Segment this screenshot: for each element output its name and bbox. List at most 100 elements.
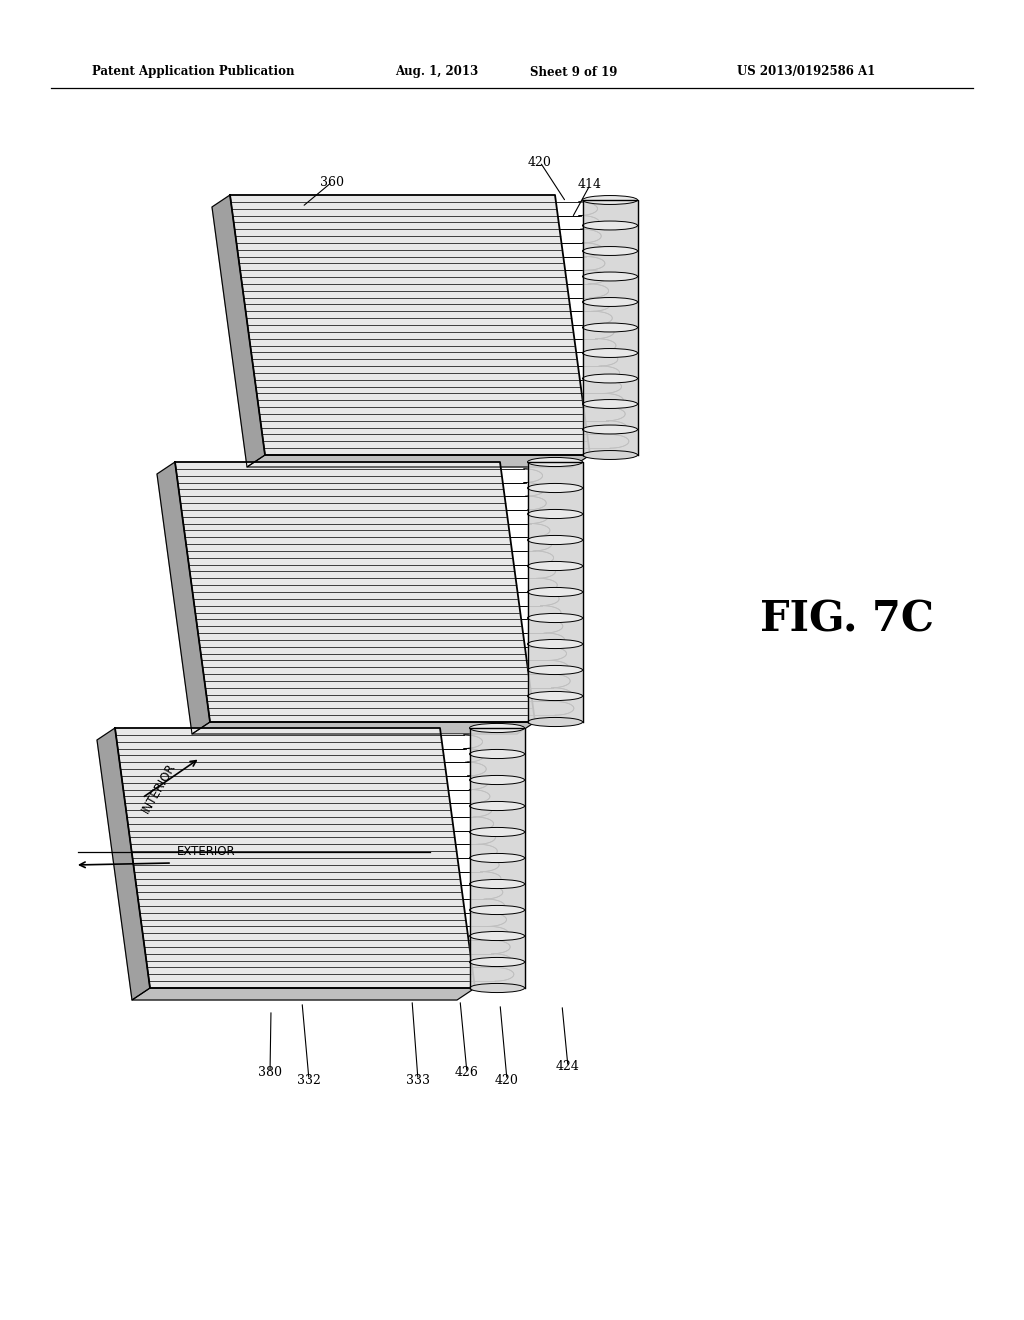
Polygon shape bbox=[469, 780, 524, 807]
Polygon shape bbox=[519, 606, 561, 619]
Text: INTERIOR: INTERIOR bbox=[139, 760, 178, 814]
Polygon shape bbox=[527, 696, 583, 722]
Ellipse shape bbox=[527, 561, 583, 570]
Text: 414: 414 bbox=[578, 178, 602, 191]
Polygon shape bbox=[586, 421, 627, 434]
Ellipse shape bbox=[583, 400, 638, 408]
Ellipse shape bbox=[469, 775, 524, 784]
Polygon shape bbox=[97, 729, 150, 1001]
Polygon shape bbox=[577, 352, 617, 366]
Polygon shape bbox=[530, 688, 572, 701]
Polygon shape bbox=[465, 912, 507, 927]
Polygon shape bbox=[523, 634, 564, 647]
Ellipse shape bbox=[583, 425, 638, 434]
Polygon shape bbox=[469, 884, 524, 909]
Polygon shape bbox=[568, 297, 610, 312]
Polygon shape bbox=[580, 380, 622, 393]
Polygon shape bbox=[527, 591, 583, 618]
Polygon shape bbox=[527, 618, 583, 644]
Polygon shape bbox=[441, 735, 482, 748]
Polygon shape bbox=[517, 591, 559, 606]
Polygon shape bbox=[460, 871, 501, 886]
Ellipse shape bbox=[527, 692, 583, 701]
Polygon shape bbox=[527, 671, 583, 696]
Polygon shape bbox=[505, 496, 546, 510]
Ellipse shape bbox=[469, 932, 524, 941]
Polygon shape bbox=[469, 807, 524, 832]
Polygon shape bbox=[463, 899, 505, 912]
Ellipse shape bbox=[469, 957, 524, 966]
Polygon shape bbox=[446, 776, 488, 789]
Ellipse shape bbox=[527, 639, 583, 648]
Polygon shape bbox=[532, 701, 573, 715]
Polygon shape bbox=[449, 789, 489, 804]
Text: US 2013/0192586 A1: US 2013/0192586 A1 bbox=[737, 66, 876, 78]
Polygon shape bbox=[452, 817, 494, 830]
Polygon shape bbox=[115, 729, 475, 987]
Ellipse shape bbox=[583, 220, 638, 230]
Polygon shape bbox=[582, 393, 624, 407]
Polygon shape bbox=[578, 366, 620, 380]
Polygon shape bbox=[212, 195, 265, 467]
Polygon shape bbox=[559, 230, 601, 243]
Polygon shape bbox=[527, 488, 583, 513]
Text: Sheet 9 of 19: Sheet 9 of 19 bbox=[530, 66, 617, 78]
Polygon shape bbox=[469, 754, 524, 780]
Polygon shape bbox=[583, 226, 638, 251]
Polygon shape bbox=[458, 858, 499, 871]
Polygon shape bbox=[583, 251, 638, 276]
Polygon shape bbox=[444, 762, 486, 776]
Polygon shape bbox=[583, 201, 638, 226]
Ellipse shape bbox=[469, 906, 524, 915]
Polygon shape bbox=[565, 271, 607, 284]
Polygon shape bbox=[583, 276, 638, 302]
Polygon shape bbox=[567, 284, 608, 297]
Ellipse shape bbox=[583, 297, 638, 306]
Polygon shape bbox=[157, 462, 210, 734]
Polygon shape bbox=[472, 968, 514, 981]
Polygon shape bbox=[583, 379, 638, 404]
Polygon shape bbox=[583, 327, 638, 352]
Polygon shape bbox=[451, 804, 492, 817]
Ellipse shape bbox=[469, 983, 524, 993]
Text: 332: 332 bbox=[297, 1073, 321, 1086]
Ellipse shape bbox=[469, 801, 524, 810]
Polygon shape bbox=[467, 927, 508, 940]
Ellipse shape bbox=[583, 272, 638, 281]
Ellipse shape bbox=[469, 879, 524, 888]
Ellipse shape bbox=[527, 510, 583, 519]
Polygon shape bbox=[558, 215, 599, 230]
Text: 426: 426 bbox=[455, 1067, 479, 1080]
Polygon shape bbox=[583, 302, 638, 327]
Polygon shape bbox=[470, 954, 512, 968]
Text: 380: 380 bbox=[258, 1067, 282, 1080]
Ellipse shape bbox=[469, 750, 524, 759]
Polygon shape bbox=[527, 462, 583, 488]
Text: 360: 360 bbox=[319, 176, 344, 189]
Ellipse shape bbox=[469, 723, 524, 733]
Polygon shape bbox=[469, 940, 510, 954]
Ellipse shape bbox=[469, 854, 524, 862]
Polygon shape bbox=[583, 352, 638, 379]
Polygon shape bbox=[563, 256, 605, 271]
Polygon shape bbox=[510, 537, 552, 550]
Polygon shape bbox=[583, 404, 638, 429]
Polygon shape bbox=[512, 550, 554, 565]
Polygon shape bbox=[469, 729, 524, 754]
Polygon shape bbox=[469, 909, 524, 936]
Polygon shape bbox=[469, 858, 524, 884]
Ellipse shape bbox=[583, 374, 638, 383]
Ellipse shape bbox=[527, 483, 583, 492]
Text: Patent Application Publication: Patent Application Publication bbox=[92, 66, 295, 78]
Polygon shape bbox=[516, 578, 557, 591]
Polygon shape bbox=[556, 202, 598, 215]
Polygon shape bbox=[584, 407, 625, 421]
Polygon shape bbox=[456, 845, 498, 858]
Polygon shape bbox=[521, 619, 563, 634]
Text: 424: 424 bbox=[556, 1060, 580, 1073]
Polygon shape bbox=[570, 312, 612, 325]
Ellipse shape bbox=[527, 718, 583, 726]
Polygon shape bbox=[514, 565, 555, 578]
Text: 420: 420 bbox=[528, 156, 552, 169]
Text: 333: 333 bbox=[406, 1073, 430, 1086]
